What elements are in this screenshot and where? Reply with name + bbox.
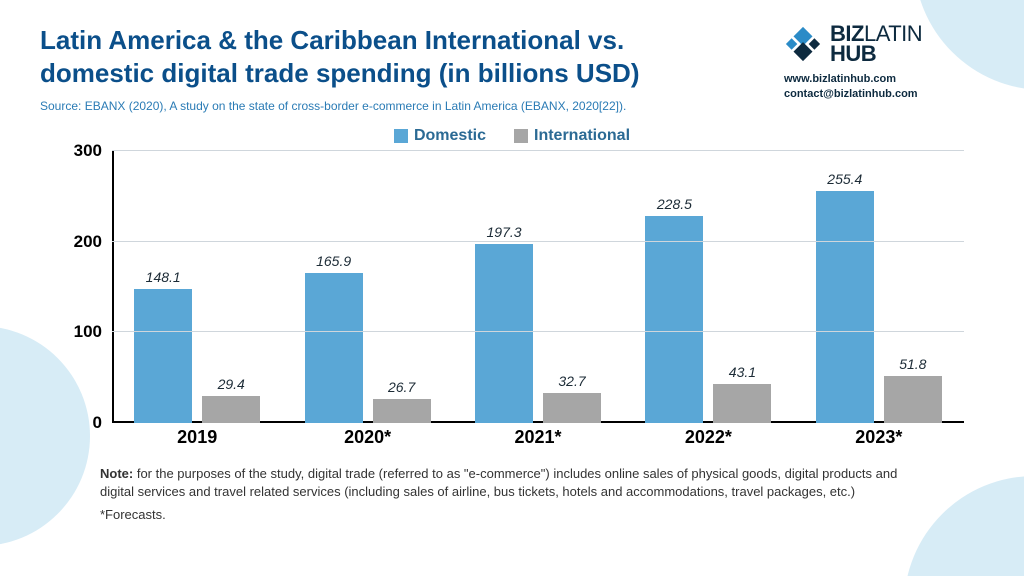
bar-value-label: 43.1 [729, 364, 756, 380]
bar-value-label: 51.8 [899, 356, 926, 372]
plot-area: 148.1 29.4 165.9 26.7 197.3 32.7 228.5 43.1 255.… [112, 151, 964, 423]
logo-icon [784, 25, 822, 63]
legend-label: International [534, 127, 630, 145]
bar: 228.5 [645, 216, 703, 423]
bar: 29.4 [202, 396, 260, 423]
bar-value-label: 29.4 [218, 376, 245, 392]
legend: Domestic International [40, 127, 984, 145]
logo-text: BIZLATIN HUB [830, 24, 922, 64]
footnote: Note: for the purposes of the study, dig… [100, 465, 924, 524]
logo-block: BIZLATIN HUB www.bizlatinhub.com contact… [784, 24, 984, 102]
bar-groups: 148.1 29.4 165.9 26.7 197.3 32.7 228.5 43.1 255.… [112, 151, 964, 423]
legend-swatch [514, 129, 528, 143]
bar-value-label: 165.9 [316, 253, 351, 269]
y-tick: 200 [74, 232, 102, 252]
x-tick-label: 2020* [282, 423, 452, 451]
bar: 255.4 [816, 191, 874, 423]
logo-url: www.bizlatinhub.com [784, 72, 984, 87]
bar-value-label: 26.7 [388, 379, 415, 395]
bar-value-label: 148.1 [146, 269, 181, 285]
chart-source: Source: EBANX (2020), A study on the sta… [40, 99, 740, 113]
title-block: Latin America & the Caribbean Internatio… [40, 24, 740, 113]
bar: 51.8 [884, 376, 942, 423]
bar: 26.7 [373, 399, 431, 423]
x-tick-label: 2022* [623, 423, 793, 451]
bar: 165.9 [305, 273, 363, 423]
bar-value-label: 255.4 [827, 171, 862, 187]
bar: 197.3 [475, 244, 533, 423]
legend-label: Domestic [414, 127, 486, 145]
x-tick-label: 2021* [453, 423, 623, 451]
logo-email: contact@bizlatinhub.com [784, 87, 984, 102]
logo-contact: www.bizlatinhub.com contact@bizlatinhub.… [784, 72, 984, 103]
y-tick: 0 [93, 413, 102, 433]
bar-group: 148.1 29.4 [112, 151, 282, 423]
gridline [112, 241, 964, 242]
x-axis-labels: 20192020*2021*2022*2023* [112, 423, 964, 451]
bar-value-label: 197.3 [486, 224, 521, 240]
legend-item: International [514, 127, 630, 145]
header: Latin America & the Caribbean Internatio… [40, 24, 984, 113]
bar-group: 228.5 43.1 [623, 151, 793, 423]
bar: 43.1 [713, 384, 771, 423]
bar-group: 165.9 26.7 [282, 151, 452, 423]
bar-group: 255.451.8 [794, 151, 964, 423]
bar-group: 197.3 32.7 [453, 151, 623, 423]
x-tick-label: 2019 [112, 423, 282, 451]
bar: 148.1 [134, 289, 192, 423]
gridline [112, 331, 964, 332]
note-forecasts: *Forecasts. [100, 506, 924, 524]
bar-value-label: 32.7 [558, 373, 585, 389]
legend-item: Domestic [394, 127, 486, 145]
y-tick: 100 [74, 322, 102, 342]
y-tick: 300 [74, 141, 102, 161]
bar-value-label: 228.5 [657, 196, 692, 212]
x-tick-label: 2023* [794, 423, 964, 451]
legend-swatch [394, 129, 408, 143]
logo-word-hub: HUB [830, 41, 876, 66]
bar: 32.7 [543, 393, 601, 423]
note-body: for the purposes of the study, digital t… [100, 466, 897, 499]
gridline [112, 150, 964, 151]
chart-title: Latin America & the Caribbean Internatio… [40, 24, 740, 89]
note-label: Note: [100, 466, 133, 481]
y-axis: 0100200300 [60, 151, 108, 423]
logo-row: BIZLATIN HUB [784, 24, 984, 64]
page: Latin America & the Caribbean Internatio… [0, 0, 1024, 576]
chart: 0100200300 148.129.4165.926.7197.332.722… [60, 151, 964, 451]
